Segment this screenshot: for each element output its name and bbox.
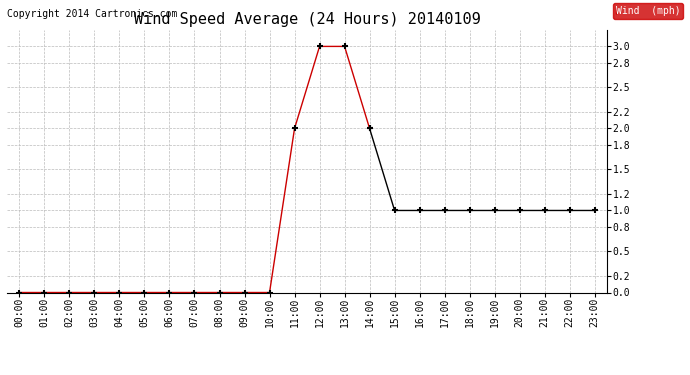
Title: Wind Speed Average (24 Hours) 20140109: Wind Speed Average (24 Hours) 20140109: [134, 12, 480, 27]
Text: Copyright 2014 Cartronics.com: Copyright 2014 Cartronics.com: [7, 9, 177, 19]
Legend: Wind  (mph): Wind (mph): [613, 3, 683, 19]
